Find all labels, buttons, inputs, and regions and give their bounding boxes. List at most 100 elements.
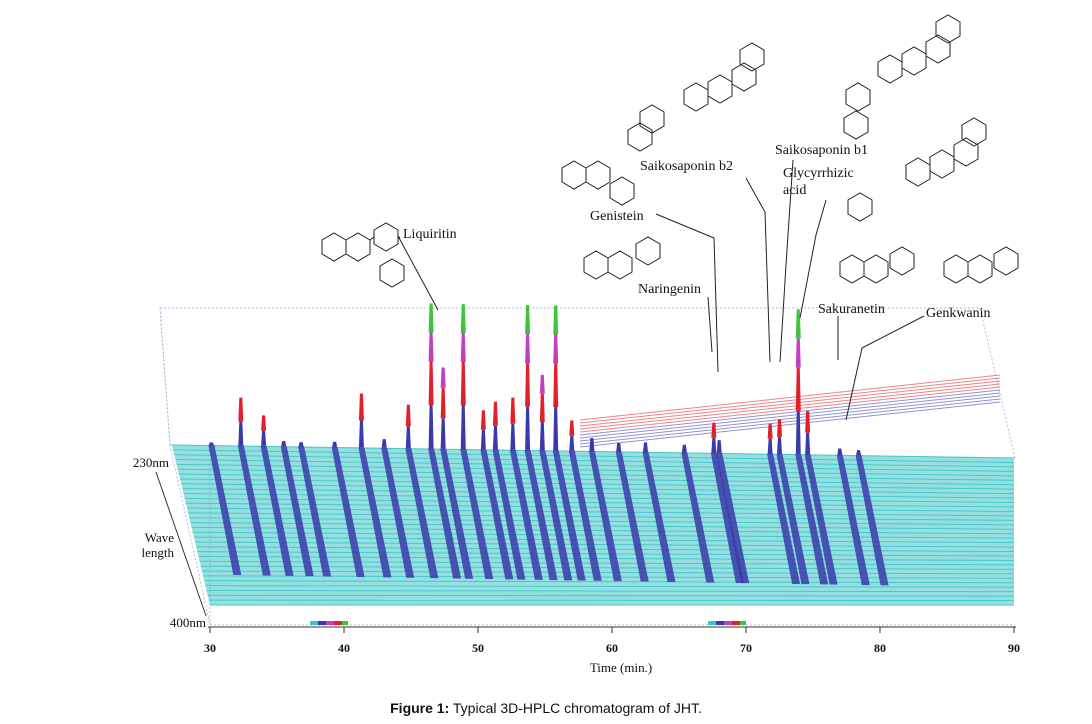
peak-tail [280, 446, 314, 577]
x-tick-label: 40 [338, 641, 350, 655]
peak-band [261, 430, 267, 446]
peak-band [569, 435, 575, 451]
peak-band [805, 411, 811, 433]
peak-band [510, 423, 516, 450]
peak-band [553, 363, 559, 408]
x-tick-label: 50 [472, 641, 484, 655]
peak-band [553, 407, 559, 451]
peak-tail [524, 450, 558, 581]
peak-band [539, 393, 545, 423]
peak-tail [492, 449, 526, 580]
peak-tail [855, 455, 889, 586]
compound-label-naringenin: Naringenin [638, 282, 701, 297]
peak-tail [208, 445, 242, 576]
peak-tail [440, 448, 474, 579]
x-tick-label: 60 [606, 641, 618, 655]
peak-band [711, 422, 717, 438]
peak-tail [568, 450, 602, 581]
frame-edge [169, 444, 211, 626]
back-trace [579, 374, 1001, 421]
peak-band [569, 420, 575, 436]
peak-band [238, 421, 244, 446]
peak-tail [460, 449, 494, 580]
back-trace [579, 401, 1001, 448]
compound-label-liquiritin: Liquiritin [403, 227, 457, 242]
peak-band [795, 338, 801, 368]
peak-band [767, 438, 773, 454]
x-tick-label: 70 [740, 641, 752, 655]
x-tick-label: 90 [1008, 641, 1020, 655]
x-tick-label: 80 [874, 641, 886, 655]
structure-genistein [561, 160, 635, 206]
peak-tail [588, 451, 622, 582]
peak-tail [552, 450, 586, 581]
peak-band [837, 448, 843, 456]
peak-tail [237, 445, 271, 576]
peak-band [525, 406, 531, 451]
wavelength-trace [205, 585, 1015, 588]
peak-tail [381, 447, 415, 578]
structure-naringenin [583, 236, 661, 280]
compound-label-sakuranetin: Sakuranetin [818, 302, 885, 317]
peak-band [525, 334, 531, 364]
time-axis-ticks: 30 40 50 60 70 80 90 [204, 627, 1020, 655]
structure-genkwanin [943, 246, 1019, 284]
peak-tail [509, 449, 543, 580]
peak-tail [331, 446, 365, 577]
peak-tail [836, 455, 870, 586]
back-trace [579, 398, 1001, 445]
peak-tail [480, 449, 514, 580]
back-trace [579, 377, 1001, 424]
peak-band [428, 332, 434, 362]
back-trace [579, 380, 1001, 427]
peak-band [460, 304, 466, 334]
peak-band [777, 419, 782, 437]
peak-band [428, 303, 434, 333]
wavelength-trace [186, 507, 1015, 517]
peak-tail [642, 451, 676, 582]
peak-band [460, 362, 466, 406]
peak-band [492, 425, 498, 450]
peak-band [795, 309, 801, 339]
peak-tail [804, 454, 838, 585]
color-scale-strip-right [708, 621, 746, 625]
peak-band [643, 442, 648, 452]
time-axis-label: Time (min.) [590, 660, 652, 675]
compound-label-glycyrrhizic-acid-line2: acid [783, 183, 806, 198]
peak-band [281, 440, 287, 447]
figure-caption: Figure 1: Typical 3D-HPLC chromatogram o… [0, 700, 1092, 716]
peak-band [332, 441, 338, 447]
peak-band [711, 437, 717, 454]
frame-edge [159, 307, 171, 446]
peak-band [589, 438, 595, 452]
wavelength-trace [188, 512, 1015, 521]
peak-band [460, 333, 466, 363]
peak-band [777, 436, 782, 455]
peak-band [480, 429, 486, 450]
peak-band [358, 393, 364, 421]
x-tick-label: 30 [204, 641, 216, 655]
wavelength-axis-label-line2: length [142, 545, 175, 560]
peak-band [405, 426, 411, 449]
wavelength-trace [204, 580, 1015, 584]
back-trace [579, 386, 1001, 433]
peak-tail [767, 453, 801, 584]
back-trace [579, 392, 1001, 439]
peak-band [525, 305, 531, 335]
wavelength-start-label: 230nm [133, 455, 169, 470]
peak-band [440, 387, 446, 419]
peak-band [553, 334, 559, 364]
peak-band [428, 361, 434, 406]
structure-saikosaponin-b2 [627, 42, 765, 152]
peak-band [805, 432, 811, 455]
peak-band [539, 422, 545, 451]
structure-saikosaponin-b1 [843, 14, 961, 140]
peak-band [553, 305, 559, 335]
peak-band [767, 423, 773, 439]
back-trace [579, 389, 1001, 436]
peak-band [261, 415, 267, 431]
structure-sakuranetin [839, 246, 915, 284]
wavelength-trace [207, 594, 1015, 597]
peak-tail [428, 448, 462, 579]
peak-band [460, 405, 466, 450]
